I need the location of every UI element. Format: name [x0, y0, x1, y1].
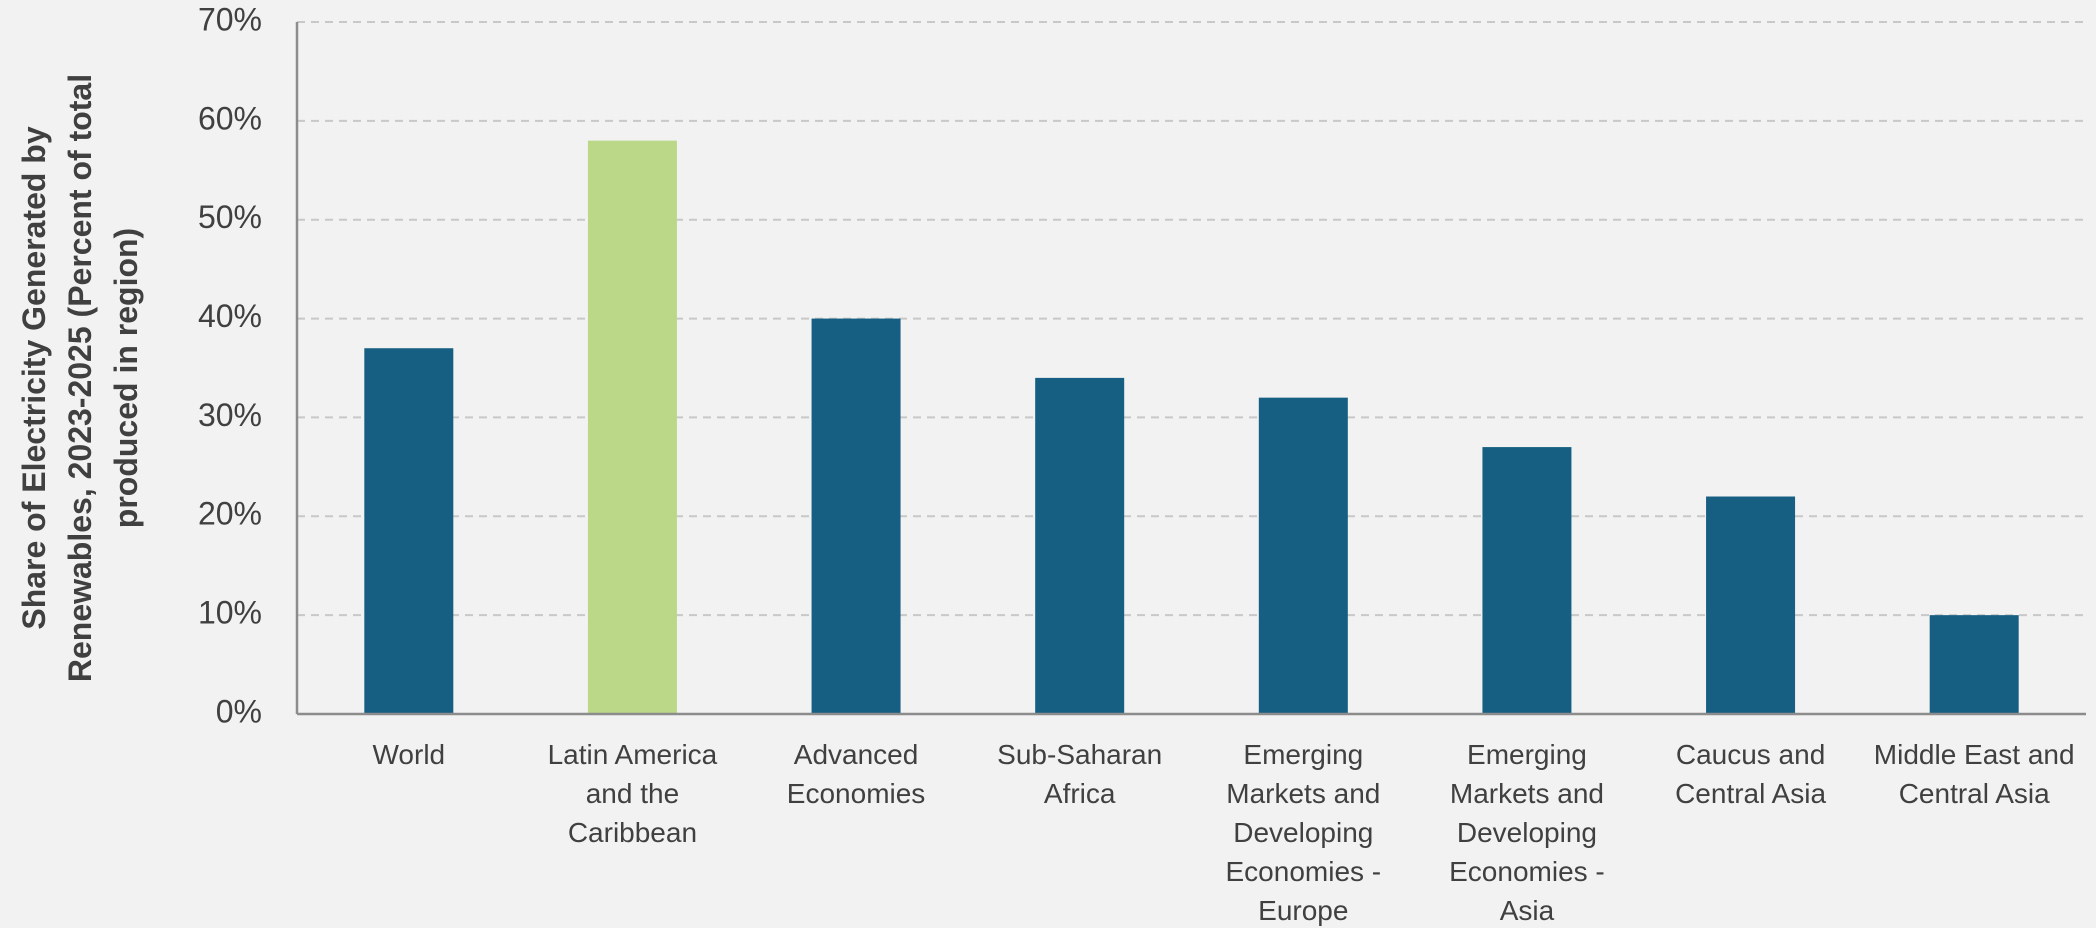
y-axis-title-text: Share of Electricity Generated by Renewab…: [16, 74, 144, 682]
category-label-line: Economies -: [1226, 856, 1382, 887]
category-label-line: Markets and: [1450, 778, 1604, 809]
category-label-line: Latin America: [548, 739, 718, 770]
y-tick-label: 50%: [198, 199, 262, 235]
bar-8: [1929, 615, 2019, 714]
bar-2: [587, 140, 677, 715]
category-label-line: Advanced: [794, 739, 919, 770]
axes: [295, 22, 2086, 716]
bar-1: [364, 348, 454, 714]
bar-7: [1706, 496, 1796, 714]
gridlines: [297, 21, 2086, 617]
y-tick-label: 60%: [198, 100, 262, 136]
category-label-line: Caribbean: [568, 817, 697, 848]
category-label-line: Developing: [1233, 817, 1373, 848]
y-axis-title-line: Share of Electricity Generated by: [16, 126, 52, 630]
y-axis-title-group: Share of Electricity Generated by Renewab…: [16, 74, 144, 682]
y-tick-labels: 0% 10% 20% 30% 40% 50% 60% 70%: [198, 1, 262, 729]
y-axis-title-line: Renewables, 2023-2025 (Percent of total: [62, 74, 98, 682]
category-label: Advanced Economies: [787, 739, 926, 809]
bar-5: [1258, 397, 1348, 714]
y-axis-title: Share of Electricity Generated by Renewab…: [16, 74, 144, 682]
y-tick-label: 40%: [198, 298, 262, 334]
y-axis-title-line: produced in region): [108, 228, 144, 528]
category-label: Middle East and Central Asia: [1874, 739, 2075, 809]
category-label-line: Markets and: [1226, 778, 1380, 809]
category-label-line: Sub-Saharan: [997, 739, 1162, 770]
y-tick-label: 20%: [198, 496, 262, 532]
category-label: Emerging Markets and Developing Economies -…: [1449, 739, 1605, 926]
category-label-line: Asia: [1500, 895, 1555, 926]
category-labels: World Latin America and the Caribbean Advanc…: [373, 739, 2075, 926]
category-label-line: Developing: [1457, 817, 1597, 848]
category-label: Caucus and Central Asia: [1675, 739, 1826, 809]
y-tick-label: 10%: [198, 595, 262, 631]
category-label-line: Europe: [1258, 895, 1348, 926]
bars: [364, 140, 2019, 715]
bar-4: [1035, 377, 1125, 714]
y-tick-label: 70%: [198, 1, 262, 37]
bar-3: [811, 318, 901, 714]
category-label-line: Caucus and: [1676, 739, 1825, 770]
category-label-line: Central Asia: [1675, 778, 1826, 809]
category-label-line: Central Asia: [1899, 778, 2050, 809]
bar-6: [1482, 447, 1572, 714]
category-label-line: World: [373, 739, 446, 770]
category-label-line: Africa: [1044, 778, 1116, 809]
y-tick-label: 30%: [198, 397, 262, 433]
category-label: World: [373, 739, 446, 770]
category-label-line: Economies -: [1449, 856, 1605, 887]
category-label-line: and the: [586, 778, 679, 809]
category-label: Sub-Saharan Africa: [997, 739, 1162, 809]
category-label: Emerging Markets and Developing Economies -…: [1226, 739, 1382, 926]
y-tick-label: 0%: [216, 693, 262, 729]
category-label: Latin America and the Caribbean: [548, 739, 718, 848]
category-label-line: Economies: [787, 778, 926, 809]
category-label-line: Middle East and: [1874, 739, 2075, 770]
category-label-line: Emerging: [1467, 739, 1587, 770]
category-label-line: Emerging: [1243, 739, 1363, 770]
